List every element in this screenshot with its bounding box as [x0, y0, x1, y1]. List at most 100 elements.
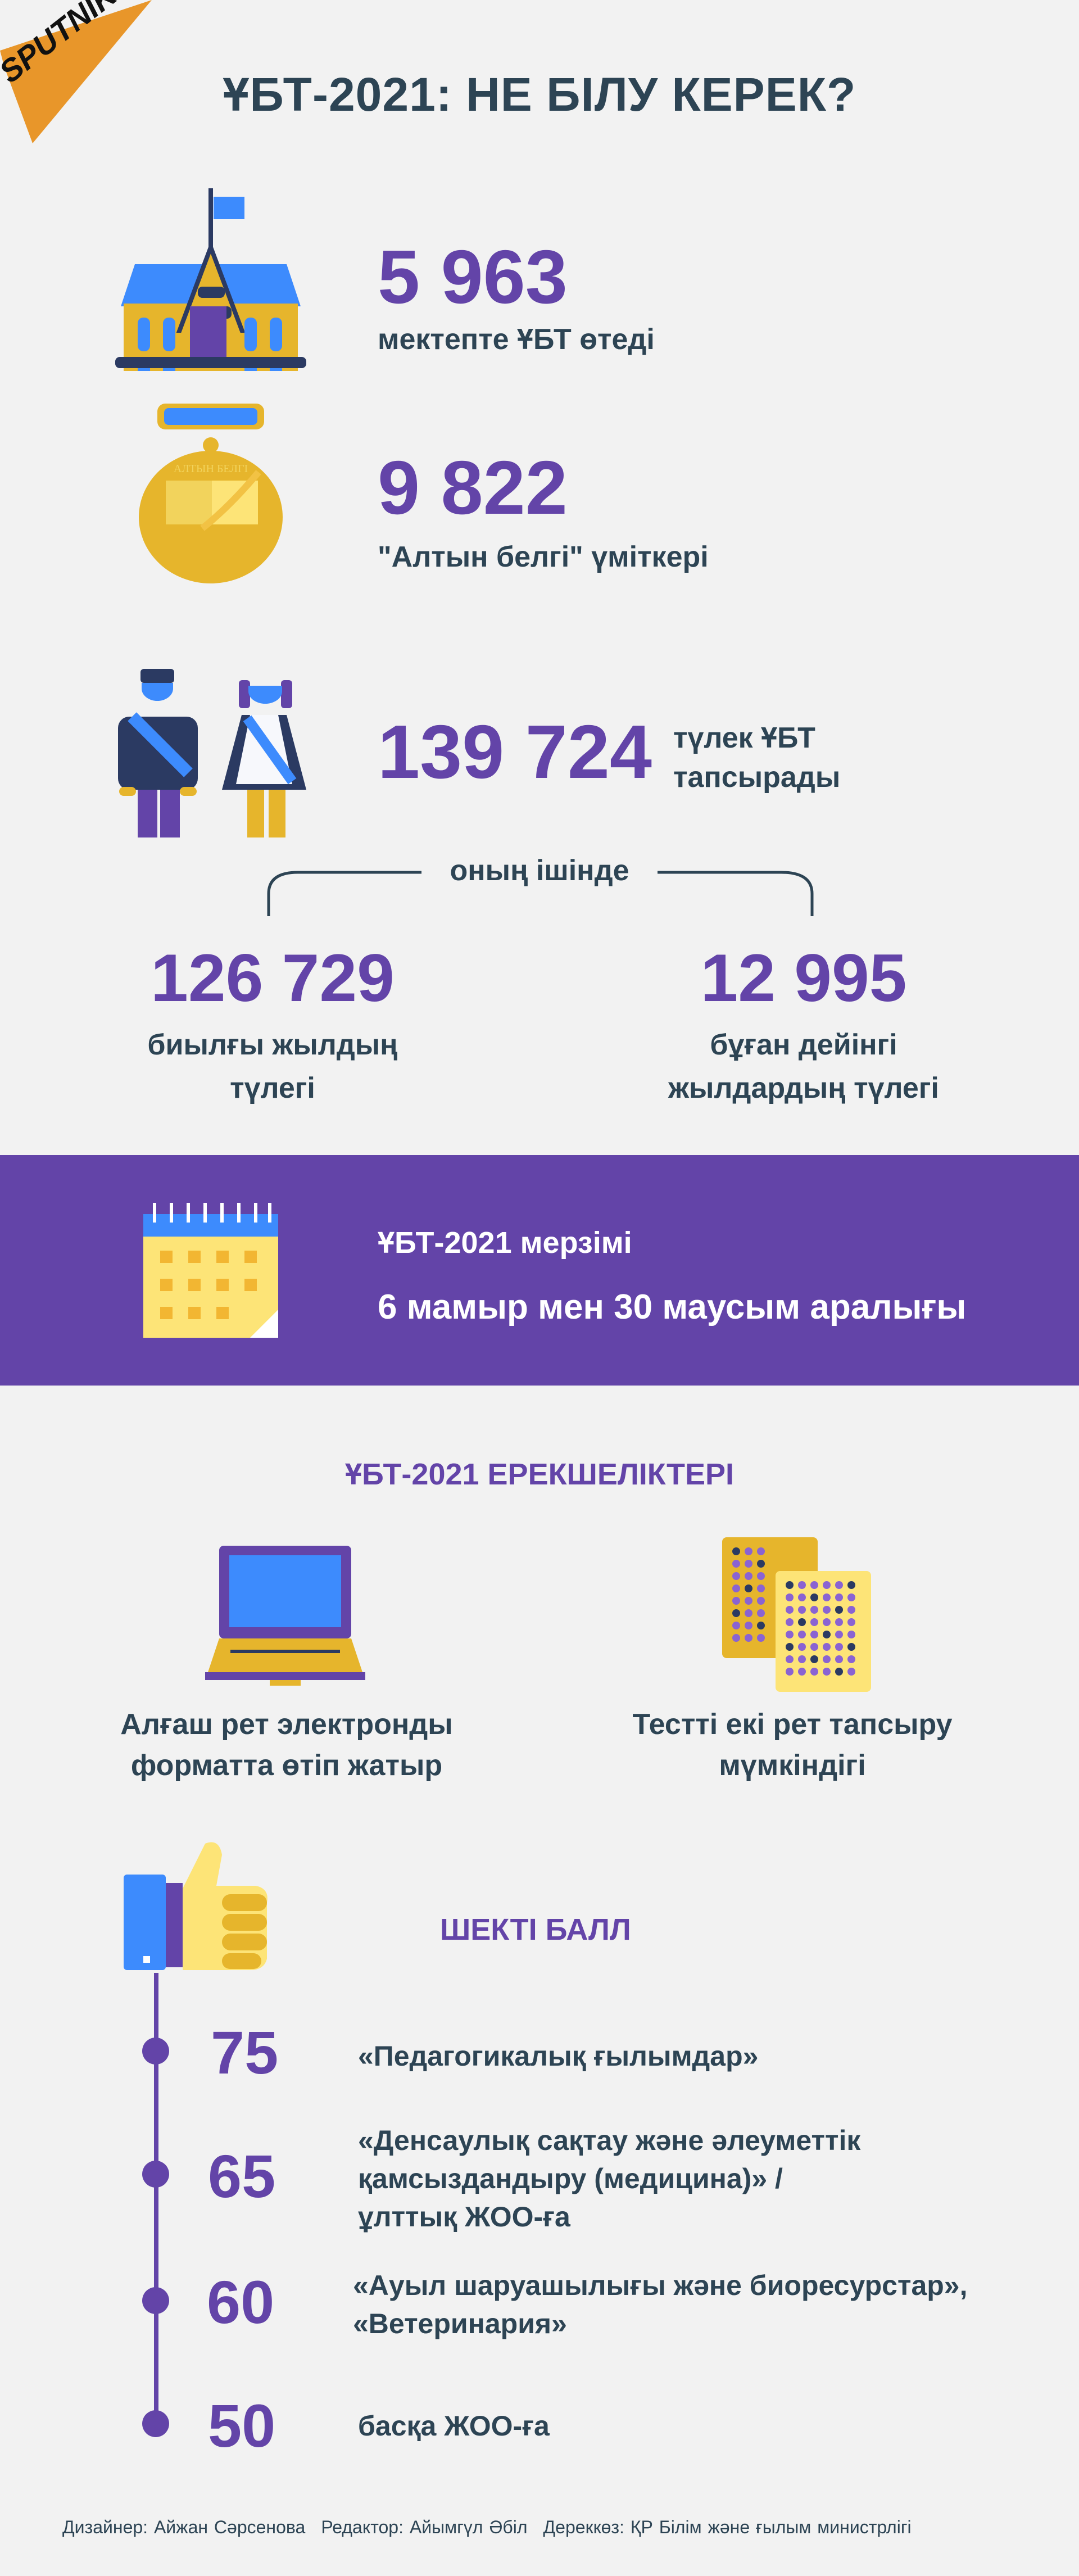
- answer-bubble: [786, 1631, 794, 1638]
- answer-bubble: [835, 1593, 843, 1601]
- thumbs-up-icon: [124, 1842, 268, 1970]
- answer-bubble: [823, 1631, 831, 1638]
- answer-bubble: [810, 1618, 818, 1626]
- answer-bubble: [786, 1593, 794, 1601]
- answer-bubble: [745, 1634, 752, 1642]
- deadline-dates: 6 мамыр мен 30 маусым аралығы: [378, 1288, 967, 1327]
- score-75-desc: «Педагогикалық ғылымдар»: [358, 2040, 759, 2072]
- this-year-count: 126 729: [151, 940, 395, 1016]
- answer-bubble: [835, 1606, 843, 1614]
- answer-bubble: [847, 1655, 855, 1663]
- medal-text: АЛТЫН БЕЛГІ: [174, 463, 248, 475]
- calendar-icon: [143, 1203, 278, 1338]
- answer-bubble: [745, 1572, 752, 1580]
- feature-two-attempts-line1: Тестті екі рет тапсыру: [632, 1708, 953, 1741]
- including-label: оның ішінде: [450, 854, 629, 887]
- timeline-dot: [142, 2287, 169, 2314]
- answer-bubble: [798, 1593, 806, 1601]
- answer-bubble: [847, 1618, 855, 1626]
- answer-bubble: [745, 1547, 752, 1555]
- answer-bubble: [745, 1584, 752, 1592]
- answer-bubble: [847, 1581, 855, 1589]
- graduates-caption-1: түлек ҰБТ: [673, 722, 815, 754]
- answer-bubble: [732, 1622, 740, 1629]
- timeline-dot: [142, 2038, 169, 2065]
- previous-years-caption-1: бұған дейінгі: [710, 1029, 897, 1061]
- answer-bubble: [847, 1606, 855, 1614]
- score-65-desc-2: қамсыздандыру (медицина)» /: [358, 2163, 783, 2194]
- answer-bubble: [786, 1606, 794, 1614]
- answer-bubble: [835, 1631, 843, 1638]
- answer-bubble: [798, 1606, 806, 1614]
- source-credit: Дереккөз: ҚР Білім және ғылым министрліг…: [543, 2517, 912, 2537]
- answer-bubble: [745, 1560, 752, 1568]
- answer-bubble: [786, 1618, 794, 1626]
- answer-bubble: [786, 1668, 794, 1676]
- answer-bubble: [732, 1547, 740, 1555]
- deadline-label: ҰБТ-2021 мерзімі: [378, 1226, 632, 1260]
- answer-bubble: [757, 1572, 765, 1580]
- answer-sheets-icon: [722, 1537, 871, 1692]
- answer-bubble: [757, 1609, 765, 1617]
- feature-two-attempts-line2: мүмкіндігі: [719, 1749, 866, 1782]
- answer-bubble: [810, 1606, 818, 1614]
- answer-bubble: [847, 1593, 855, 1601]
- answer-bubble: [810, 1631, 818, 1638]
- answer-bubble: [798, 1618, 806, 1626]
- answer-bubble: [757, 1560, 765, 1568]
- answer-bubble: [732, 1560, 740, 1568]
- answer-bubble: [732, 1584, 740, 1592]
- score-60: 60: [207, 2268, 275, 2336]
- score-65-desc-1: «Денсаулық сақтау және әлеуметтік: [358, 2125, 861, 2156]
- answer-bubble: [757, 1547, 765, 1555]
- this-year-caption-1: биылғы жылдың: [147, 1029, 398, 1061]
- previous-years-caption-2: жылдардың түлегі: [668, 1072, 939, 1104]
- answer-bubble: [823, 1643, 831, 1651]
- school-icon-body: [112, 185, 309, 371]
- graduates-caption-2: тапсырады: [673, 761, 841, 794]
- answer-bubble: [786, 1581, 794, 1589]
- answer-bubble: [732, 1597, 740, 1605]
- answer-bubble: [757, 1634, 765, 1642]
- feature-electronic-line2: форматта өтіп жатыр: [130, 1749, 443, 1782]
- answer-bubble: [835, 1668, 843, 1676]
- answer-bubble: [810, 1581, 818, 1589]
- previous-years-count: 12 995: [700, 940, 907, 1016]
- editor-credit: Редактор: Айымгүл Әбіл: [321, 2517, 528, 2537]
- medal-caption: "Алтын белгі" үміткері: [378, 541, 709, 573]
- answer-bubble: [823, 1606, 831, 1614]
- answer-bubble: [745, 1609, 752, 1617]
- answer-bubble: [798, 1631, 806, 1638]
- answer-bubble: [732, 1572, 740, 1580]
- answer-bubble: [847, 1668, 855, 1676]
- answer-bubble: [786, 1655, 794, 1663]
- answer-bubble: [835, 1655, 843, 1663]
- features-title: ҰБТ-2021 ЕРЕКШЕЛІКТЕРІ: [344, 1457, 735, 1491]
- answer-bubble: [823, 1618, 831, 1626]
- answer-bubble: [847, 1643, 855, 1651]
- sputnik-logo: SPUTNIK: [0, 0, 152, 143]
- designer-credit: Дизайнер: Айжан Сәрсенова: [62, 2517, 306, 2537]
- answer-bubble: [823, 1593, 831, 1601]
- score-60-desc-1: «Ауыл шаруашылығы және биоресурстар»,: [353, 2270, 968, 2301]
- bracket-divider: [267, 871, 814, 916]
- answer-bubble: [823, 1668, 831, 1676]
- answer-bubble: [835, 1643, 843, 1651]
- answer-bubble: [786, 1643, 794, 1651]
- answer-bubble: [798, 1655, 806, 1663]
- medal-icon: АЛТЫН БЕЛГІ: [139, 404, 283, 583]
- timeline-line: [154, 1973, 158, 2425]
- answer-bubble: [823, 1581, 831, 1589]
- credits: Дизайнер: Айжан Сәрсенова Редактор: Айымг…: [62, 2517, 927, 2538]
- this-year-caption-2: түлегі: [230, 1072, 315, 1104]
- answer-bubble: [810, 1593, 818, 1601]
- answer-bubble: [810, 1668, 818, 1676]
- answer-bubble: [810, 1643, 818, 1651]
- score-65-desc-3: ұлттық ЖОО-ға: [358, 2201, 570, 2233]
- graduates-icon: [118, 669, 306, 837]
- answer-bubble: [732, 1609, 740, 1617]
- answer-bubble: [810, 1655, 818, 1663]
- laptop-icon: [205, 1546, 365, 1686]
- threshold-title: ШЕКТІ БАЛЛ: [440, 1913, 631, 1946]
- score-60-desc-2: «Ветеринария»: [353, 2308, 567, 2339]
